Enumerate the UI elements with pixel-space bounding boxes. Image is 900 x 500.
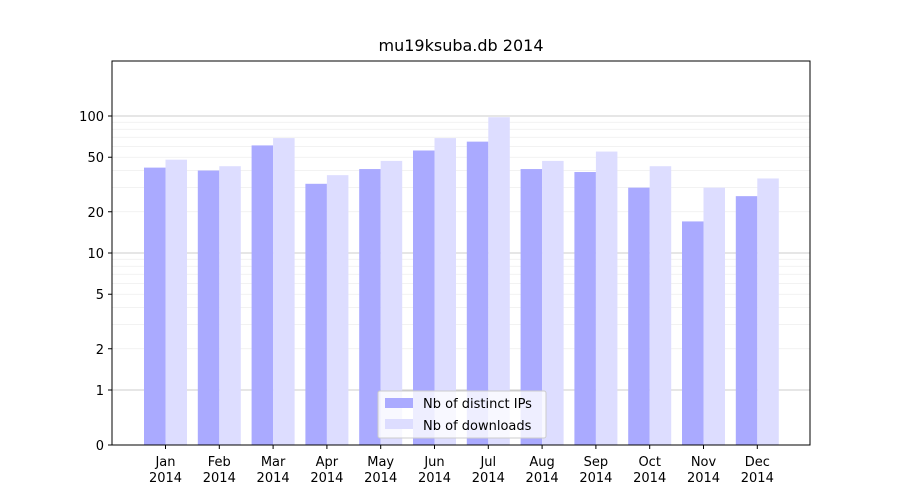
legend-label-downloads: Nb of downloads xyxy=(423,419,532,434)
x-tick-label-year: 2014 xyxy=(579,471,612,486)
bar-distinct-ips xyxy=(574,172,596,445)
bar-downloads xyxy=(273,138,295,445)
bar-downloads xyxy=(219,166,241,445)
x-tick-label-year: 2014 xyxy=(364,471,397,486)
y-tick-label: 2 xyxy=(96,343,104,358)
x-tick-label-month: Sep xyxy=(584,455,609,470)
x-tick-label-month: May xyxy=(367,455,394,470)
legend-swatch-ips xyxy=(385,398,413,408)
bar-distinct-ips xyxy=(359,169,381,445)
x-tick-label-year: 2014 xyxy=(203,471,236,486)
x-axis: Jan2014Feb2014Mar2014Apr2014May2014Jun20… xyxy=(149,445,774,486)
y-tick-label: 0 xyxy=(96,439,104,454)
bar-distinct-ips xyxy=(251,145,274,446)
x-tick-label-year: 2014 xyxy=(526,471,559,486)
bar-distinct-ips xyxy=(144,167,166,445)
bars-group xyxy=(144,117,779,446)
x-tick-label-month: Nov xyxy=(691,455,717,470)
x-tick-label-month: Mar xyxy=(261,455,286,470)
bar-downloads xyxy=(757,178,779,445)
y-axis: 0 1 2 5 10 20 50 100 xyxy=(79,110,112,454)
bar-distinct-ips xyxy=(628,187,650,445)
bar-downloads xyxy=(595,151,618,445)
x-tick-label-year: 2014 xyxy=(472,471,505,486)
x-tick-label-year: 2014 xyxy=(149,471,182,486)
bar-distinct-ips xyxy=(413,150,435,446)
bar-downloads xyxy=(703,187,725,445)
y-tick-label: 5 xyxy=(96,288,104,303)
x-tick-label-month: Jul xyxy=(479,455,496,470)
x-tick-label-month: Dec xyxy=(745,455,770,470)
bar-distinct-ips xyxy=(305,183,327,446)
y-tick-label: 1 xyxy=(96,384,104,399)
bar-distinct-ips xyxy=(197,170,220,446)
bar-downloads xyxy=(434,138,456,445)
bar-downloads xyxy=(649,166,672,445)
y-tick-label: 100 xyxy=(79,110,104,125)
legend-swatch-downloads xyxy=(385,419,413,429)
legend-box xyxy=(377,390,547,439)
x-tick-label-month: Oct xyxy=(638,455,660,470)
x-tick-label-month: Feb xyxy=(208,455,231,470)
y-tick-label: 20 xyxy=(87,206,104,221)
bar-distinct-ips xyxy=(520,169,543,445)
bar-downloads xyxy=(542,160,564,445)
x-tick-label-month: Apr xyxy=(316,455,339,470)
bar-distinct-ips xyxy=(735,196,758,445)
bar-distinct-ips xyxy=(682,221,704,445)
bar-downloads xyxy=(380,160,403,445)
bar-downloads xyxy=(326,175,349,445)
bar-downloads xyxy=(488,117,510,445)
x-tick-label-year: 2014 xyxy=(687,471,720,486)
y-tick-label: 10 xyxy=(87,247,104,262)
legend-label-ips: Nb of distinct IPs xyxy=(423,397,532,412)
x-tick-label-year: 2014 xyxy=(310,471,343,486)
x-tick-label-year: 2014 xyxy=(633,471,666,486)
x-tick-label-month: Aug xyxy=(529,455,554,470)
bar-downloads xyxy=(165,159,187,445)
x-tick-label-year: 2014 xyxy=(418,471,451,486)
bar-distinct-ips xyxy=(466,141,489,446)
x-tick-label-month: Jun xyxy=(423,455,444,470)
chart-title: mu19ksuba.db 2014 xyxy=(379,36,544,55)
x-tick-label-year: 2014 xyxy=(741,471,774,486)
x-tick-label-year: 2014 xyxy=(257,471,290,486)
legend: Nb of distinct IPs Nb of downloads xyxy=(377,390,547,439)
x-tick-label-month: Jan xyxy=(154,455,175,470)
y-tick-label: 50 xyxy=(87,151,104,166)
